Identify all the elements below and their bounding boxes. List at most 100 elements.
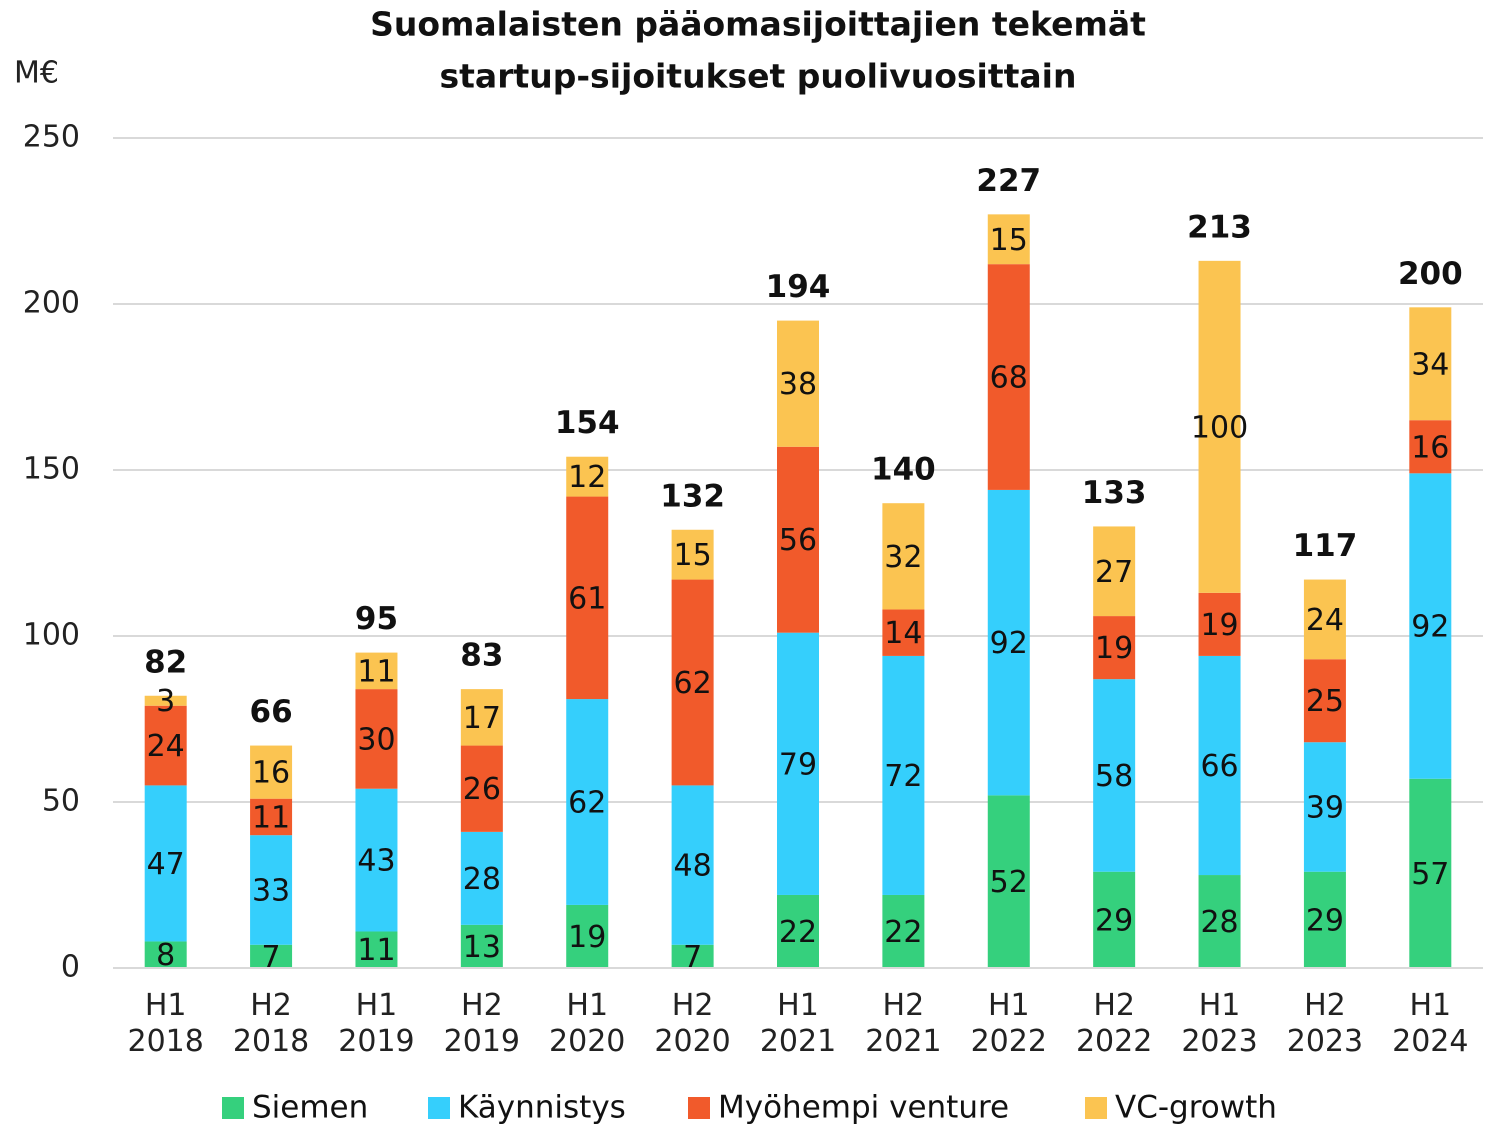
bar-segment — [144, 705, 187, 786]
bar-segment — [987, 264, 1030, 490]
x-tick-label: H1 2019 — [338, 988, 414, 1059]
data-label: 24 — [1306, 603, 1344, 638]
bar-segment — [1198, 655, 1241, 876]
data-label: 100 — [1191, 410, 1248, 445]
bar-segment — [1093, 526, 1136, 617]
data-label: 13 — [463, 930, 501, 965]
bar-segment — [355, 788, 398, 932]
bar-segment — [144, 941, 187, 968]
data-label: 34 — [1411, 347, 1449, 382]
total-label: 66 — [250, 694, 293, 730]
data-label: 58 — [1095, 759, 1133, 794]
bar-segment — [777, 446, 819, 633]
bar-segment — [777, 632, 819, 895]
bar-segment — [1093, 616, 1136, 680]
data-label: 19 — [568, 920, 606, 955]
data-label: 28 — [1200, 905, 1238, 940]
bar-segment — [460, 924, 503, 968]
legend-swatch — [688, 1097, 710, 1119]
data-label: 66 — [1200, 749, 1238, 784]
bar-segment — [460, 689, 503, 746]
legend-swatch — [222, 1097, 244, 1119]
bar-segment — [671, 944, 714, 968]
bar-segment — [987, 795, 1030, 968]
data-label: 27 — [1095, 555, 1133, 590]
bar-segment — [250, 944, 293, 968]
total-label: 95 — [355, 601, 398, 637]
x-tick-label: H2 2021 — [865, 988, 941, 1059]
data-label: 19 — [1095, 631, 1133, 666]
data-label: 7 — [683, 940, 702, 975]
bar-segment — [460, 831, 503, 925]
bar-segment — [882, 609, 925, 656]
data-label: 30 — [357, 722, 395, 757]
data-label: 16 — [252, 756, 290, 791]
bar-segment — [250, 835, 293, 945]
data-label: 25 — [1306, 684, 1344, 719]
y-tick-label: 50 — [42, 784, 80, 819]
bar-segment — [1409, 420, 1452, 474]
bar-segment — [882, 503, 925, 610]
data-label: 57 — [1411, 857, 1449, 892]
data-label: 12 — [568, 460, 606, 495]
data-label: 7 — [262, 940, 281, 975]
data-label: 24 — [147, 729, 185, 764]
bar-segment — [1409, 473, 1452, 779]
x-tick-label: H1 2020 — [549, 988, 625, 1059]
data-label: 72 — [884, 759, 922, 794]
data-label: 11 — [357, 654, 395, 689]
y-tick-label: 0 — [61, 950, 80, 985]
bar-segment — [566, 904, 609, 968]
bar-segment — [250, 798, 293, 836]
y-tick-label: 150 — [23, 452, 80, 487]
total-label: 227 — [976, 163, 1041, 199]
bar-segment — [882, 655, 925, 895]
bar-segment — [355, 931, 398, 968]
data-label: 47 — [147, 847, 185, 882]
total-label: 194 — [766, 269, 831, 305]
bar-segment — [777, 894, 819, 968]
x-tick-label: H2 2018 — [233, 988, 309, 1059]
data-label: 56 — [779, 523, 817, 558]
bar-segment — [1303, 871, 1346, 968]
data-label: 3 — [156, 684, 175, 719]
total-label: 117 — [1293, 528, 1358, 564]
legend-label: VC-growth — [1115, 1090, 1277, 1126]
bar-segment — [355, 652, 398, 690]
data-label: 19 — [1200, 608, 1238, 643]
y-tick-label: 100 — [23, 618, 80, 653]
data-label: 62 — [568, 786, 606, 821]
bar-segment — [566, 456, 609, 497]
data-label: 38 — [779, 367, 817, 402]
x-tick-label: H2 2022 — [1076, 988, 1152, 1059]
bar-segment — [355, 689, 398, 789]
data-label: 29 — [1095, 903, 1133, 938]
x-tick-label: H2 2023 — [1287, 988, 1363, 1059]
bar-segment — [1093, 679, 1136, 872]
bar-segment — [777, 320, 819, 447]
bar-segment — [1303, 742, 1346, 872]
bar-segment — [1198, 875, 1241, 968]
x-tick-label: H1 2023 — [1181, 988, 1257, 1059]
total-label: 82 — [144, 644, 187, 680]
data-label: 29 — [1306, 903, 1344, 938]
bar-segment — [566, 496, 609, 700]
x-tick-label: H1 2018 — [128, 988, 204, 1059]
bar-segment — [1198, 260, 1241, 593]
total-label: 83 — [460, 638, 503, 674]
data-label: 43 — [357, 844, 395, 879]
x-tick-label: H1 2024 — [1392, 988, 1468, 1059]
x-tick-label: H1 2022 — [971, 988, 1047, 1059]
bar-segment — [671, 785, 714, 945]
chart-title: startup-sijoitukset puolivuosittain — [440, 57, 1077, 96]
data-label: 28 — [463, 862, 501, 897]
data-label: 61 — [568, 581, 606, 616]
legend-label: Siemen — [252, 1090, 368, 1126]
data-label: 26 — [463, 772, 501, 807]
data-label: 11 — [357, 933, 395, 968]
data-label: 39 — [1306, 790, 1344, 825]
bar-segment — [1409, 307, 1452, 421]
data-label: 32 — [884, 540, 922, 575]
data-label: 14 — [884, 616, 922, 651]
